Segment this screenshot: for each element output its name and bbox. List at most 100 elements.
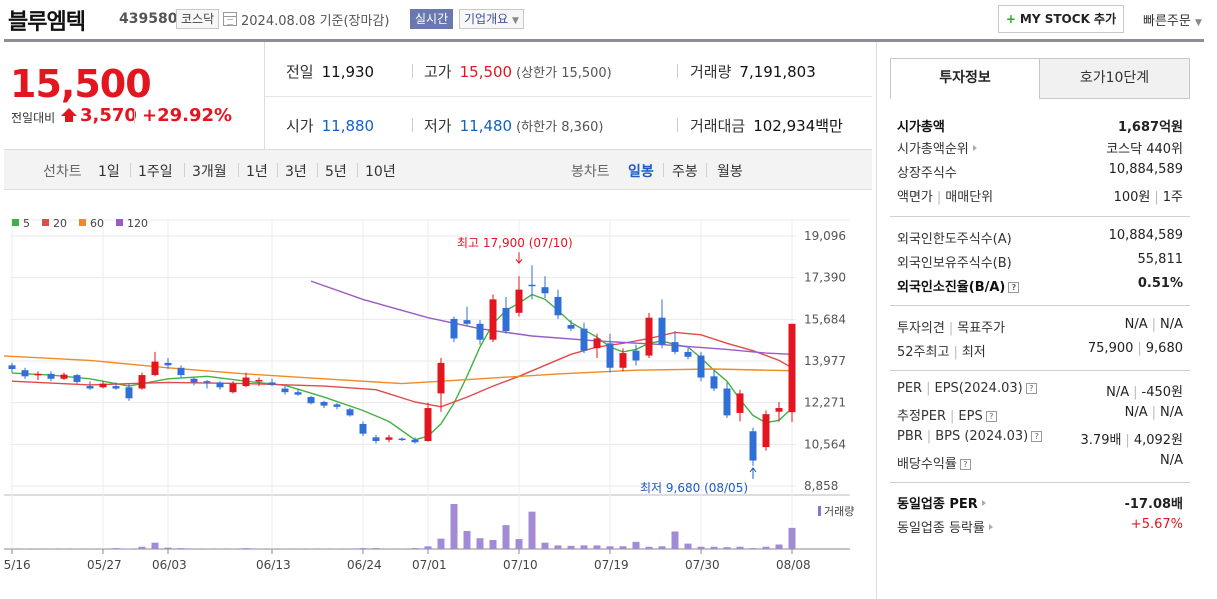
- legend-swatch: [116, 219, 123, 226]
- volume-label: 거래량: [690, 63, 732, 81]
- dividend-value: N/A: [1160, 453, 1183, 468]
- company-overview-dropdown[interactable]: 기업개요 ▼: [459, 9, 524, 29]
- 52week-high-label: 52주최고: [897, 345, 950, 360]
- help-icon[interactable]: ?: [985, 411, 997, 422]
- prev-close-label: 전일: [286, 63, 314, 81]
- candle-body: [86, 386, 94, 389]
- volume-bar: [697, 546, 705, 549]
- market-cap-label: 시가총액: [897, 120, 945, 135]
- volume-bar: [619, 546, 627, 549]
- sector-per-label[interactable]: 동일업종 PER: [897, 493, 986, 512]
- volume-bar: [788, 527, 796, 549]
- volume-bar: [164, 547, 172, 549]
- volume: 거래량 7,191,803: [690, 61, 816, 82]
- candle-body: [619, 353, 627, 368]
- pbr-label-text: PBR: [897, 429, 923, 444]
- tab-1week[interactable]: 1주일: [138, 164, 173, 180]
- tab-5year[interactable]: 5년: [325, 164, 347, 180]
- volume-bar: [489, 540, 497, 549]
- candle-body: [541, 287, 549, 294]
- y-tick-label: 12,271: [804, 396, 846, 410]
- volume-bar: [684, 543, 692, 549]
- par-value-label: 액면가 | 매매단위: [897, 186, 993, 205]
- market-cap-row: 시가총액 1,687억원: [897, 116, 1183, 136]
- market-cap-rank-label-text: 시가총액순위: [897, 142, 969, 157]
- volume-bar: [775, 544, 783, 549]
- divider: [890, 216, 1190, 217]
- high-arrow-head: [515, 258, 523, 265]
- foreign-limit-value: 10,884,589: [1108, 228, 1183, 243]
- candle-body: [593, 338, 601, 349]
- est-eps-label: EPS: [958, 409, 983, 424]
- dividend-row: 배당수익률? N/A: [897, 453, 1183, 473]
- quick-order-dropdown[interactable]: 빠른주문 ▼: [1143, 10, 1202, 29]
- tab-orderbook[interactable]: 호가10단계: [1039, 58, 1190, 99]
- volume-bar: [294, 548, 302, 550]
- tab-weekly[interactable]: 주봉: [672, 164, 698, 180]
- tab-1year[interactable]: 1년: [246, 164, 268, 180]
- candle-body: [190, 378, 198, 383]
- mystock-label: MY STOCK 추가: [1019, 12, 1117, 26]
- candle-body: [177, 367, 185, 376]
- sector-change-label[interactable]: 동일업종 등락률: [897, 517, 993, 536]
- trade-amount: 거래대금 102,934백만: [690, 115, 843, 136]
- divider: [357, 163, 358, 177]
- stock-code: 439580: [119, 11, 178, 27]
- mystock-add-button[interactable]: + MY STOCK 추가: [998, 5, 1124, 33]
- market-cap-rank-label[interactable]: 시가총액순위: [897, 138, 977, 157]
- help-icon[interactable]: ?: [1031, 431, 1043, 442]
- help-icon[interactable]: ?: [1008, 282, 1020, 293]
- candle-body: [632, 350, 640, 361]
- tab-daily[interactable]: 일봉: [628, 164, 654, 180]
- volume-bar: [658, 546, 666, 549]
- chevron-down-icon: ▼: [512, 16, 519, 26]
- volume-bar: [476, 538, 484, 549]
- arrow-right-icon: [972, 145, 977, 151]
- moving-average-ma60: [4, 355, 793, 385]
- stock-name[interactable]: 블루엠텍: [8, 10, 86, 35]
- per: N/A: [1106, 385, 1130, 400]
- listed-shares-label: 상장주식수: [897, 166, 957, 181]
- y-tick-label: 17,390: [804, 271, 846, 285]
- legend-swatch: [12, 219, 19, 226]
- realtime-button[interactable]: 실시간: [410, 9, 454, 29]
- divider: |: [948, 321, 954, 336]
- foreign-ratio-row: 외국인소진율(B/A)? 0.51%: [897, 276, 1183, 296]
- y-tick-label: 15,684: [804, 312, 846, 326]
- target-price-label: 목표주가: [957, 321, 1006, 336]
- tab-3month[interactable]: 3개월: [192, 164, 227, 180]
- x-tick-label: 05/27: [87, 558, 122, 572]
- candle-body: [502, 307, 510, 332]
- legend-label: 20: [53, 217, 67, 230]
- tab-investment-info[interactable]: 투자정보: [890, 58, 1040, 99]
- tab-3year[interactable]: 3년: [285, 164, 307, 180]
- stock-chart[interactable]: 19,096 17,390 15,684 13,977 12,271 10,564 8,85…: [4, 190, 876, 599]
- candle-body: [580, 328, 588, 351]
- est-per: N/A: [1124, 405, 1148, 420]
- candle-body: [281, 388, 289, 393]
- help-icon[interactable]: ?: [959, 459, 971, 470]
- tab-monthly[interactable]: 월봉: [717, 164, 743, 180]
- tab-10year[interactable]: 10년: [365, 164, 396, 180]
- volume-bar: [723, 547, 731, 549]
- volume-bar: [21, 548, 29, 550]
- volume-bar: [60, 548, 68, 550]
- volume-bar: [86, 548, 94, 550]
- volume-label: 거래량: [824, 505, 854, 518]
- x-tick-label: 08/08: [776, 558, 811, 572]
- volume-bar: [762, 546, 770, 549]
- help-icon[interactable]: ?: [1025, 383, 1037, 394]
- prev-close: 전일 11,930: [286, 61, 374, 82]
- divider: [317, 163, 318, 177]
- calendar-icon: [223, 12, 237, 26]
- x-tick-label: 05/16: [4, 558, 31, 572]
- volume-bar: [632, 541, 640, 549]
- amount-value: 102,934: [753, 117, 816, 135]
- volume-bar: [671, 531, 679, 549]
- candle-body: [554, 296, 562, 316]
- candlestick-chart-svg[interactable]: 19,096 17,390 15,684 13,977 12,271 10,564 8,85…: [4, 190, 876, 599]
- volume-bar: [398, 548, 406, 550]
- tab-1day[interactable]: 1일: [98, 164, 120, 180]
- volume-bar: [281, 548, 289, 550]
- divider: [677, 64, 678, 78]
